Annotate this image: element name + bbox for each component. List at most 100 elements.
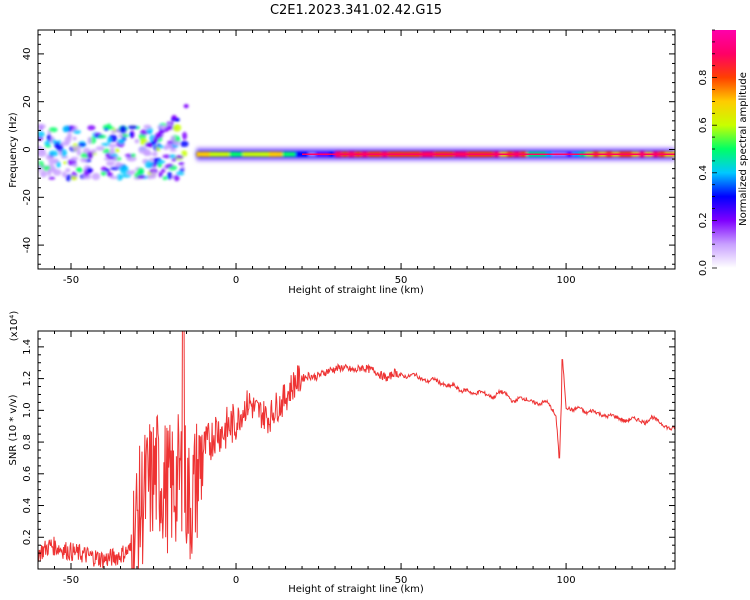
scatter-blob bbox=[80, 157, 88, 163]
scatter-blob bbox=[91, 172, 101, 181]
spectrogram-heatmap bbox=[38, 104, 675, 182]
snr-y-ticks: 0.2 0.4 0.6 0.8 1.0 1.2 1.4 bbox=[22, 338, 675, 562]
ridge-cell bbox=[269, 151, 277, 157]
snr-y-label: SNR (10 * v/v) bbox=[8, 394, 19, 465]
scatter-blob bbox=[69, 175, 78, 181]
spectrogram-y-tick-label: 20 bbox=[22, 95, 33, 108]
scatter-blob bbox=[109, 147, 115, 155]
scatter-blob bbox=[67, 132, 72, 140]
scatter-blob bbox=[108, 143, 118, 148]
scatter-blob bbox=[173, 174, 180, 182]
scatter-blob bbox=[87, 136, 92, 145]
scatter-blob bbox=[48, 158, 57, 165]
scatter-blob bbox=[118, 133, 124, 138]
colorbar-gradient bbox=[712, 30, 736, 268]
scatter-blob bbox=[86, 151, 94, 159]
scatter-blob bbox=[143, 139, 148, 143]
scatter-blob bbox=[172, 124, 182, 132]
snr-y-tick-label: 1.4 bbox=[22, 339, 33, 355]
scatter-blob bbox=[70, 156, 79, 161]
ridge-cell bbox=[275, 151, 283, 157]
snr-y-tick-label: 0.4 bbox=[22, 498, 33, 514]
scatter-blob bbox=[47, 168, 52, 177]
ridge-cell bbox=[249, 151, 257, 157]
streak-blob bbox=[160, 125, 166, 130]
streak-blob bbox=[171, 115, 177, 120]
ridge-cell bbox=[255, 151, 263, 157]
streak-blob bbox=[152, 137, 158, 142]
scatter-blob bbox=[134, 138, 140, 144]
scatter-blob bbox=[168, 163, 173, 168]
scatter-blob bbox=[151, 171, 157, 179]
scatter-blob bbox=[130, 169, 136, 175]
ridge-cell bbox=[209, 151, 217, 157]
scatter-blob bbox=[176, 171, 185, 176]
snr-y-tick-label: 0.2 bbox=[22, 529, 33, 545]
scatter-blob bbox=[129, 131, 134, 138]
scatter-blob bbox=[119, 125, 127, 134]
streak-blob bbox=[147, 143, 153, 148]
streak-blob bbox=[150, 140, 156, 145]
scatter-blob bbox=[149, 168, 158, 174]
scatter-blob bbox=[72, 163, 78, 168]
colorbar: 0.0 0.2 0.4 0.6 0.8 Normalized spectral ampl… bbox=[698, 29, 749, 276]
scatter-blob bbox=[172, 140, 180, 146]
ridge-cell bbox=[229, 151, 237, 157]
snr-x-tick-label: 0 bbox=[233, 575, 239, 586]
ridge-cell bbox=[222, 151, 230, 157]
snr-x-tick-label: -50 bbox=[63, 575, 79, 586]
scatter-blob bbox=[100, 171, 107, 176]
ridge-cell bbox=[242, 151, 250, 157]
scatter-blob bbox=[152, 151, 158, 157]
ridge-cell bbox=[288, 152, 296, 157]
spectrogram-x-tick-label: 100 bbox=[557, 275, 576, 286]
scatter-blob bbox=[76, 167, 83, 173]
scatter-blob bbox=[39, 170, 48, 178]
streak-blob bbox=[174, 117, 180, 122]
scatter-blob bbox=[46, 133, 52, 142]
ridge-cell bbox=[236, 152, 244, 157]
ridge-cell bbox=[216, 151, 224, 157]
scatter-blob bbox=[116, 174, 123, 181]
scatter-blob bbox=[175, 155, 184, 159]
scatter-blob bbox=[106, 160, 115, 167]
scatter-blob bbox=[76, 149, 82, 156]
scatter-blob bbox=[144, 160, 154, 169]
scatter-blob bbox=[110, 166, 120, 171]
colorbar-tick-label: 0.0 bbox=[698, 260, 709, 276]
scatter-blob bbox=[181, 150, 188, 157]
scatter-blob bbox=[71, 145, 82, 150]
ridge-cell bbox=[203, 151, 211, 157]
spectrogram-x-tick-label: -50 bbox=[63, 275, 79, 286]
scatter-blob bbox=[138, 146, 147, 154]
scatter-blob bbox=[48, 127, 58, 133]
scatter-blob bbox=[52, 169, 62, 176]
snr-y-multiplier: (x10⁴) bbox=[9, 311, 20, 342]
ridge-cell bbox=[295, 152, 303, 157]
scatter-blob bbox=[102, 148, 111, 154]
scatter-blob bbox=[56, 143, 64, 152]
scatter-blob bbox=[100, 142, 111, 147]
colorbar-tick-label: 0.2 bbox=[698, 212, 709, 228]
spectrogram-y-tick-label: -40 bbox=[22, 237, 33, 253]
scatter-blob bbox=[45, 154, 50, 160]
ridge-cell bbox=[196, 151, 204, 157]
scatter-blob bbox=[171, 158, 177, 162]
spectrogram-y-tick-label: -20 bbox=[22, 189, 33, 205]
scatter-blob bbox=[158, 171, 164, 178]
scatter-blob bbox=[136, 174, 146, 179]
streak-blob bbox=[159, 129, 165, 134]
ridge-cell bbox=[282, 152, 290, 157]
scatter-blob bbox=[87, 125, 96, 131]
scatter-blob bbox=[143, 151, 153, 156]
scatter-blob bbox=[38, 123, 46, 129]
snr-y-tick-label: 1.0 bbox=[22, 402, 33, 418]
scatter-blob bbox=[143, 124, 152, 129]
scatter-blob bbox=[61, 149, 68, 158]
scatter-blob bbox=[44, 140, 51, 146]
snr-panel: -50 0 50 100 0.2 0.4 0.6 0.8 1.0 1.2 1.4 Height o… bbox=[8, 311, 676, 595]
scatter-blob bbox=[180, 140, 189, 148]
scatter-blob bbox=[73, 129, 81, 134]
scatter-blob bbox=[78, 142, 87, 147]
